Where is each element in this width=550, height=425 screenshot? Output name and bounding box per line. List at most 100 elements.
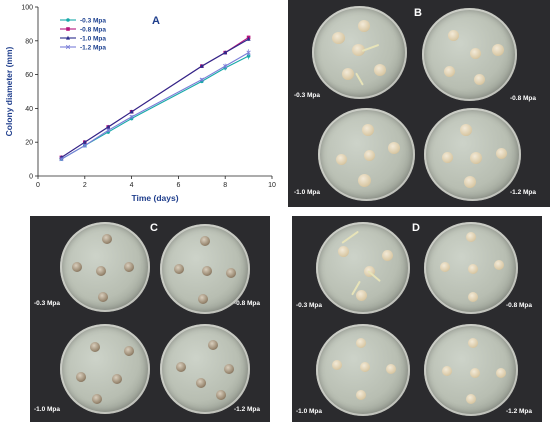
seed bbox=[470, 368, 480, 378]
seed bbox=[470, 48, 481, 59]
sprout bbox=[341, 230, 359, 244]
y-tick-label: 80 bbox=[25, 38, 33, 45]
seed bbox=[356, 390, 366, 400]
series-line bbox=[61, 38, 249, 158]
y-tick-label: 100 bbox=[21, 5, 33, 12]
dish-label: -0.8 Mpa bbox=[510, 95, 537, 102]
sprout bbox=[355, 72, 364, 86]
seed bbox=[76, 372, 86, 382]
seed bbox=[460, 124, 472, 136]
y-tick-label: 60 bbox=[25, 72, 33, 79]
legend-label: -0.3 Mpa bbox=[80, 17, 106, 24]
petri-dish bbox=[318, 108, 415, 201]
seed bbox=[174, 264, 184, 274]
seed bbox=[98, 292, 108, 302]
dish-label: -1.0 Mpa bbox=[296, 408, 323, 415]
data-point bbox=[66, 27, 70, 31]
x-tick-label: 8 bbox=[223, 182, 227, 189]
panel-b-photo: B -0.3 Mpa -0.8 Mpa -1.0 Mpa -1.2 Mpa bbox=[288, 0, 550, 207]
x-tick-label: 10 bbox=[268, 182, 276, 189]
data-point bbox=[106, 128, 111, 133]
seed bbox=[72, 262, 82, 272]
seed bbox=[352, 44, 365, 56]
petri-dish bbox=[424, 222, 518, 314]
seed bbox=[466, 394, 476, 404]
seed bbox=[444, 66, 455, 77]
panel-b-letter: B bbox=[414, 7, 422, 19]
y-axis-title: Colony diameter (mm) bbox=[4, 46, 14, 136]
data-point bbox=[223, 50, 228, 55]
data-point bbox=[59, 156, 64, 162]
dish-label: -1.2 Mpa bbox=[234, 406, 261, 413]
petri-dish bbox=[312, 6, 407, 99]
data-point bbox=[129, 114, 134, 119]
y-tick-label: 40 bbox=[25, 106, 33, 113]
seed bbox=[386, 364, 396, 374]
seed bbox=[200, 236, 210, 246]
seed bbox=[496, 368, 506, 378]
seed bbox=[356, 290, 367, 301]
petri-dish bbox=[160, 224, 250, 314]
seed bbox=[102, 234, 112, 244]
panel-d-photo: D -0.3 Mpa -0.8 Mpa -1.0 Mpa -1.2 Mpa bbox=[292, 216, 542, 422]
seed bbox=[96, 266, 106, 276]
seed bbox=[90, 342, 100, 352]
data-point bbox=[223, 64, 228, 69]
seed bbox=[388, 142, 400, 154]
data-point bbox=[246, 50, 251, 55]
seed bbox=[338, 246, 349, 257]
seed bbox=[198, 294, 208, 304]
seed bbox=[332, 360, 342, 370]
petri-dish bbox=[424, 324, 518, 416]
seed bbox=[374, 64, 386, 76]
seed bbox=[360, 362, 370, 372]
dish-label: -0.3 Mpa bbox=[296, 302, 323, 309]
seed bbox=[332, 32, 345, 44]
seed bbox=[336, 154, 347, 165]
x-tick-label: 0 bbox=[36, 182, 40, 189]
data-point bbox=[106, 124, 111, 129]
data-point bbox=[65, 44, 71, 50]
seed bbox=[358, 174, 371, 187]
data-point bbox=[246, 36, 251, 41]
x-tick-label: 6 bbox=[176, 182, 180, 189]
dish-label: -0.8 Mpa bbox=[506, 302, 533, 309]
seed bbox=[492, 44, 504, 56]
legend-label: -1.0 Mpa bbox=[80, 35, 106, 42]
data-point bbox=[66, 35, 70, 40]
data-point bbox=[66, 18, 70, 22]
seed bbox=[442, 366, 452, 376]
data-point bbox=[199, 77, 204, 82]
panel-a-letter: A bbox=[152, 15, 160, 27]
seed bbox=[226, 268, 236, 278]
seed bbox=[208, 340, 218, 350]
seed bbox=[342, 68, 354, 80]
seed bbox=[468, 264, 478, 274]
seed bbox=[440, 262, 450, 272]
seed bbox=[494, 260, 504, 270]
dish-label: -1.2 Mpa bbox=[506, 408, 533, 415]
data-point bbox=[129, 109, 134, 114]
seed bbox=[468, 338, 478, 348]
x-tick-label: 2 bbox=[83, 182, 87, 189]
legend-label: -1.2 Mpa bbox=[80, 44, 106, 51]
dish-label: -0.3 Mpa bbox=[294, 92, 321, 99]
seed bbox=[224, 364, 234, 374]
data-point bbox=[82, 143, 87, 148]
dish-label: -1.0 Mpa bbox=[294, 189, 321, 196]
seed bbox=[496, 148, 507, 159]
x-axis-title: Time (days) bbox=[131, 193, 178, 203]
seed bbox=[468, 292, 478, 302]
legend-label: -0.8 Mpa bbox=[80, 26, 106, 33]
x-tick-label: 4 bbox=[130, 182, 134, 189]
panel-a-chart: 0 2 4 6 8 10 0 20 40 60 80 100 Time (days) Colony dia… bbox=[0, 0, 285, 212]
seed bbox=[216, 390, 226, 400]
petri-dish bbox=[60, 222, 150, 312]
petri-dish bbox=[424, 108, 521, 201]
seed bbox=[202, 266, 212, 276]
petri-dish bbox=[316, 222, 410, 314]
seed bbox=[92, 394, 102, 404]
seed bbox=[176, 362, 186, 372]
panel-c-letter: C bbox=[150, 222, 158, 234]
